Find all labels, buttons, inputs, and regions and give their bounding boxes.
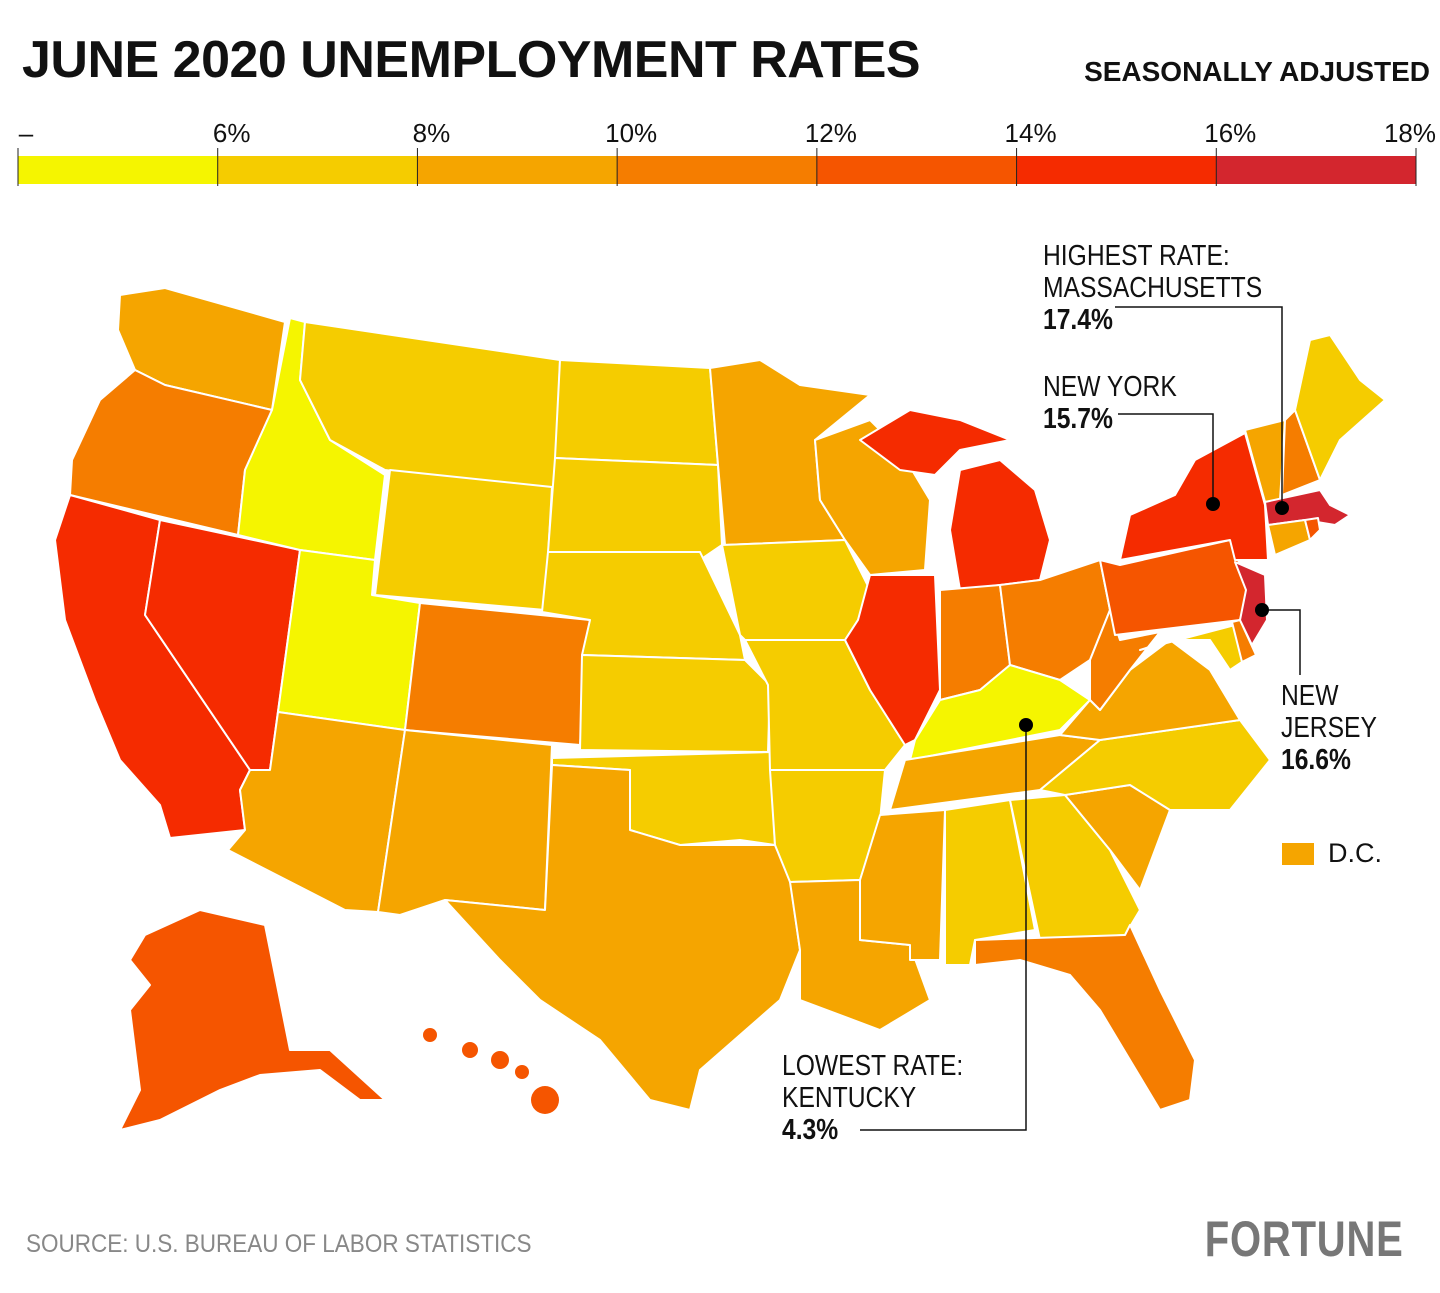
state-tx: [444, 764, 801, 1111]
leader-line: [1115, 306, 1283, 508]
subtitle: SEASONALLY ADJUSTED: [1084, 56, 1430, 87]
leader-line: [1118, 413, 1214, 504]
state-ia: [721, 539, 871, 641]
annotation-massachusetts: HIGHEST RATE: MASSACHUSETTS 17.4%: [1043, 240, 1262, 336]
state-ct: [1267, 519, 1311, 556]
state-mi: [949, 459, 1051, 591]
state-hi: [531, 1086, 559, 1114]
state-wy: [374, 469, 553, 611]
annotation-dot: [1275, 501, 1289, 515]
state-fl: [974, 924, 1196, 1111]
annotation-label: NEW YORK: [1043, 371, 1177, 403]
legend-bin: [417, 156, 618, 184]
annotation-dot: [1019, 718, 1033, 732]
state-ak: [119, 909, 386, 1131]
state-hi: [462, 1042, 478, 1058]
legend-bin: [217, 156, 418, 184]
legend-tick-label: 8%: [412, 118, 451, 148]
source-note: SOURCE: U.S. BUREAU OF LABOR STATISTICS: [26, 1230, 532, 1258]
annotation-value: 17.4%: [1043, 304, 1113, 336]
legend-bin: [816, 156, 1017, 184]
leader-line: [860, 725, 1027, 1131]
state-me: [1294, 334, 1386, 481]
annotation-dot: [1206, 497, 1220, 511]
legend-bin: [18, 156, 218, 184]
annotation-new-york: NEW YORK 15.7%: [1043, 371, 1177, 435]
legend-tick-label: 12%: [804, 118, 857, 148]
annotation-value: 4.3%: [782, 1114, 839, 1146]
state-nm: [377, 729, 553, 916]
legend-bin: [1216, 156, 1416, 184]
legend-bin: [1016, 156, 1217, 184]
annotation-dot: [1255, 603, 1269, 617]
annotation-kentucky: LOWEST RATE: KENTUCKY 4.3%: [782, 1050, 963, 1146]
annotation-value: 15.7%: [1043, 403, 1113, 435]
state-ks: [579, 654, 771, 753]
page-title: JUNE 2020 UNEMPLOYMENT RATES: [22, 31, 921, 89]
legend-tick-label: 10%: [605, 118, 658, 148]
annotation-label: JERSEY: [1281, 712, 1377, 744]
state-hi: [423, 1028, 437, 1042]
state-il: [844, 574, 941, 746]
legend-tick-label: 16%: [1204, 118, 1257, 148]
state-hi: [491, 1051, 509, 1069]
state-sd: [547, 457, 723, 561]
legend-tick-label: 6%: [212, 118, 251, 148]
dc-label: D.C.: [1328, 838, 1382, 868]
annotation-label: KENTUCKY: [782, 1082, 917, 1114]
state-ri: [1304, 517, 1321, 541]
annotation-new-jersey: NEW JERSEY 16.6%: [1281, 680, 1377, 776]
legend-tick-label: –: [18, 118, 34, 148]
state-mi: [859, 409, 1011, 476]
state-nj: [1234, 561, 1268, 646]
annotation-label: HIGHEST RATE:: [1043, 240, 1230, 272]
annotation-label: LOWEST RATE:: [782, 1050, 964, 1082]
leader-line: [1262, 609, 1301, 675]
annotation-value: 16.6%: [1281, 744, 1351, 776]
state-nd: [554, 359, 719, 466]
state-co: [404, 602, 591, 746]
fortune-logo: FORTUNE: [1205, 1211, 1404, 1267]
state-de: [1231, 619, 1257, 663]
dc-legend: D.C.: [1282, 838, 1382, 869]
annotation-label: NEW: [1281, 680, 1339, 712]
state-ny: [1119, 432, 1269, 561]
legend-bin: [617, 156, 817, 184]
state-hi: [515, 1065, 529, 1079]
annotation-label: MASSACHUSETTS: [1043, 272, 1263, 304]
legend-tick-label: 18%: [1383, 118, 1437, 148]
legend-tick-label: 14%: [1004, 118, 1057, 148]
dc-swatch: [1282, 842, 1314, 865]
